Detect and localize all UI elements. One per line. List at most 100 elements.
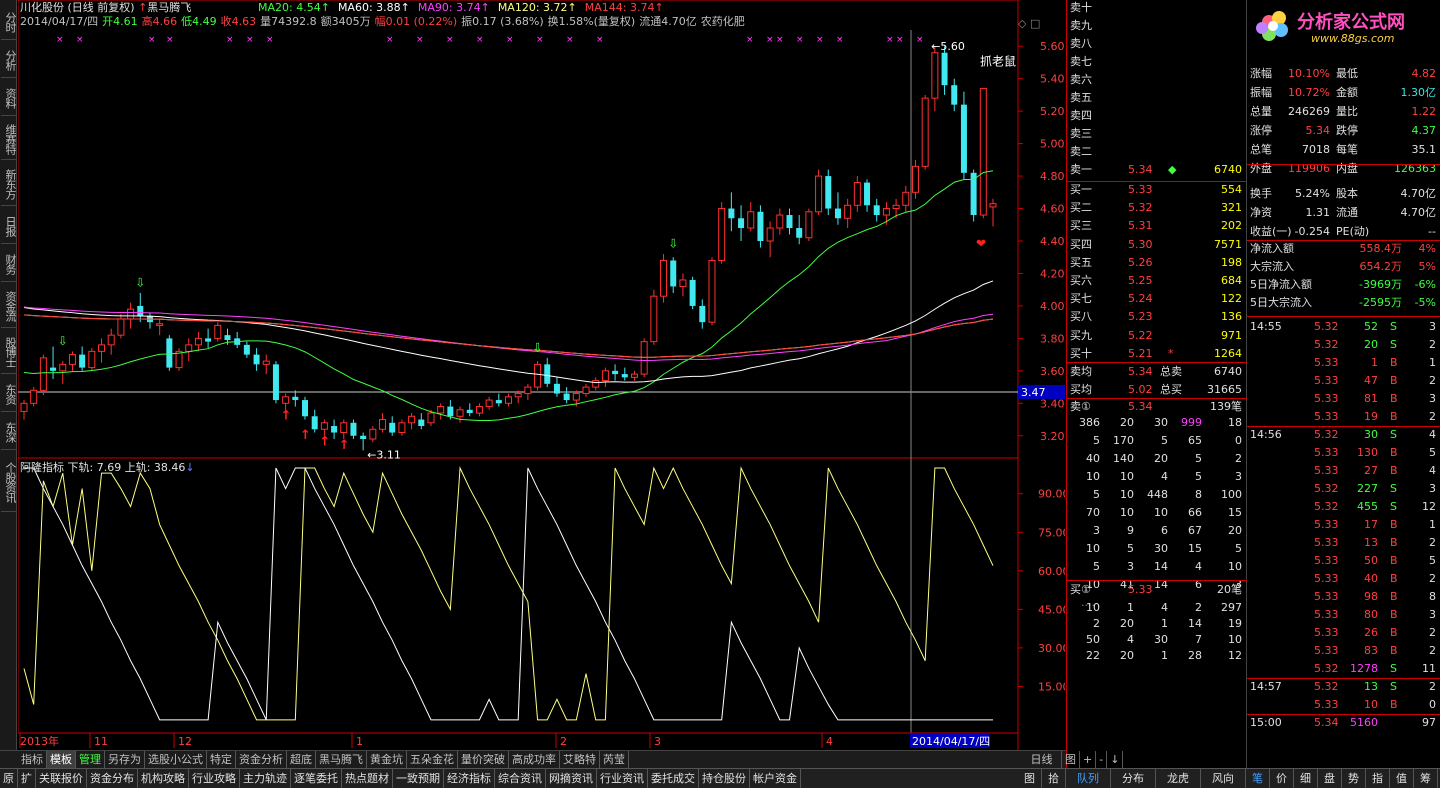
candle-body-up xyxy=(262,360,270,365)
kline-chart[interactable]: 5.60 5.40 5.20 5.00 4.80 4.60 4.40 4.20 4.00 3.80… xyxy=(18,0,1065,750)
mini-tab-0[interactable]: 笔 xyxy=(1246,769,1270,788)
left-tab-7[interactable]: 资金流 xyxy=(1,284,16,328)
indicator-tab-3[interactable]: 另存为 xyxy=(105,751,145,768)
mini-tab-3[interactable]: 盘 xyxy=(1318,769,1342,788)
sell-arrow-icon: ⇩ xyxy=(533,340,543,354)
tick-time: 14:57 xyxy=(1250,680,1282,693)
ask-label: 卖五 xyxy=(1070,91,1092,104)
left-tab-3[interactable]: 维赛特 xyxy=(1,118,16,160)
candle-body-up xyxy=(911,165,919,193)
chart-control-3[interactable]: - xyxy=(1096,751,1108,768)
mini-tab-1[interactable]: 价 xyxy=(1270,769,1294,788)
left-tab-2[interactable]: 资料 xyxy=(1,80,16,116)
left-tab-11[interactable]: 个股资讯 xyxy=(1,452,16,512)
menu-item-9[interactable]: 一致预期 xyxy=(393,769,444,788)
menu-item-11[interactable]: 综合资讯 xyxy=(495,769,546,788)
ask-label: 卖九 xyxy=(1070,19,1092,32)
indicator-tab-6[interactable]: 资金分析 xyxy=(236,751,287,768)
indicator-tab-8[interactable]: 黑马腾飞 xyxy=(316,751,367,768)
menu-item-15[interactable]: 持仓股份 xyxy=(699,769,750,788)
tick-volume: 1278 xyxy=(1350,662,1378,675)
queue-cell: 0 xyxy=(1235,434,1242,447)
menu-item-2[interactable]: 关联报价 xyxy=(36,769,87,788)
indicator-tab-13[interactable]: 艾略特 xyxy=(560,751,600,768)
tick-divider xyxy=(1247,714,1440,715)
tick-side: B xyxy=(1390,518,1398,531)
ask-volume: 6740 xyxy=(1214,163,1242,176)
indicator-tab-0[interactable]: 指标 xyxy=(18,751,47,768)
menu-item-4[interactable]: 机构攻略 xyxy=(138,769,189,788)
low-marker: ←3.11 xyxy=(367,448,401,461)
menu-item-10[interactable]: 经济指标 xyxy=(444,769,495,788)
menu-item-5[interactable]: 行业攻略 xyxy=(189,769,240,788)
left-tab-6[interactable]: 财务 xyxy=(1,246,16,282)
tick-side: B xyxy=(1390,464,1398,477)
tick-side: B xyxy=(1390,626,1398,639)
menu-right-1[interactable]: 拾 xyxy=(1042,769,1066,788)
right-tab-0[interactable]: 队列 xyxy=(1066,769,1111,788)
candle-body-up xyxy=(485,399,493,408)
indicator-tab-5[interactable]: 特定 xyxy=(207,751,236,768)
indicator-tab-10[interactable]: 五朵金花 xyxy=(407,751,458,768)
chart-control-1[interactable]: 图 xyxy=(1062,751,1080,768)
indicator-tab-2[interactable]: 管理 xyxy=(76,751,105,768)
mini-tab-2[interactable]: 细 xyxy=(1294,769,1318,788)
menu-item-14[interactable]: 委托成交 xyxy=(648,769,699,788)
ask-label: 卖四 xyxy=(1070,109,1092,122)
ask-label: 卖二 xyxy=(1070,145,1092,158)
left-tab-5[interactable]: 日报 xyxy=(1,208,16,244)
left-tab-10[interactable]: 东深 xyxy=(1,414,16,450)
queue-cell: 28 xyxy=(1188,649,1202,662)
indicator-tab-7[interactable]: 超底 xyxy=(287,751,316,768)
menu-item-0[interactable]: 原 xyxy=(0,769,18,788)
tick-price: 5.33 xyxy=(1314,698,1339,711)
left-tab-strip: 分时 分析 资料维赛特新东方日报 财务资金流股博士东资 东深个股资讯 xyxy=(0,0,17,768)
flow-table: 净流入额 558.4万 4% 大宗流入 654.2万 5% 5日净流入额 -3969万 -6% 5… xyxy=(1247,240,1440,320)
menu-item-13[interactable]: 行业资讯 xyxy=(597,769,648,788)
menu-item-12[interactable]: 网摘资讯 xyxy=(546,769,597,788)
indicator-tab-11[interactable]: 量价突破 xyxy=(458,751,509,768)
high-marker: ←5.60 xyxy=(931,40,965,53)
right-tab-2[interactable]: 龙虎 xyxy=(1156,769,1201,788)
flower-logo-icon xyxy=(1256,11,1288,41)
candle-body-down xyxy=(243,344,250,355)
indicator-tab-12[interactable]: 高成功率 xyxy=(509,751,560,768)
left-tab-1[interactable]: 分析 xyxy=(1,42,16,78)
indicator-tab-4[interactable]: 选股小公式 xyxy=(145,751,207,768)
chart-control-2[interactable]: + xyxy=(1080,751,1097,768)
mini-tab-5[interactable]: 指 xyxy=(1366,769,1390,788)
indicator-tab-14[interactable]: 芮莹 xyxy=(600,751,629,768)
mini-tab-4[interactable]: 势 xyxy=(1342,769,1366,788)
menu-item-7[interactable]: 逐笔委托 xyxy=(291,769,342,788)
left-tab-4[interactable]: 新东方 xyxy=(1,162,16,206)
candle-body-down xyxy=(728,208,735,219)
menu-item-6[interactable]: 主力轨迹 xyxy=(240,769,291,788)
tick-count: 2 xyxy=(1429,626,1436,639)
flow-value: -3969万 xyxy=(1359,278,1402,291)
indicator-tab-1[interactable]: 模板 xyxy=(47,751,76,768)
indicator-tab-9[interactable]: 黄金坑 xyxy=(367,751,407,768)
expand-icon[interactable]: ◇ □ xyxy=(1018,17,1041,30)
menu-right-0[interactable]: 图 xyxy=(1018,769,1042,788)
queue-cell: 170 xyxy=(1113,434,1134,447)
left-tab-8[interactable]: 股博士 xyxy=(1,330,16,374)
tick-volume: 40 xyxy=(1364,572,1378,585)
menu-item-16[interactable]: 帐户资金 xyxy=(750,769,801,788)
left-tab-9[interactable]: 东资 xyxy=(1,376,16,412)
queue-cell: 9 xyxy=(1127,524,1134,537)
star-icon: * xyxy=(1168,346,1174,360)
menu-item-1[interactable]: 扩 xyxy=(18,769,36,788)
chart-control-4[interactable]: ↓ xyxy=(1107,751,1124,768)
tick-volume: 30 xyxy=(1364,428,1378,441)
mini-tab-7[interactable]: 筹 xyxy=(1414,769,1438,788)
right-tab-3[interactable]: 风向 xyxy=(1201,769,1246,788)
candle-body-down xyxy=(825,176,832,209)
menu-item-3[interactable]: 资金分布 xyxy=(87,769,138,788)
menu-item-8[interactable]: 热点题材 xyxy=(342,769,393,788)
chart-control-0[interactable]: 日线 xyxy=(1022,751,1062,768)
chart-area[interactable]: 5.60 5.40 5.20 5.00 4.80 4.60 4.40 4.20 4.00 3.80… xyxy=(18,0,1065,750)
right-tab-1[interactable]: 分布 xyxy=(1111,769,1156,788)
ma-line-ma144 xyxy=(23,314,994,358)
left-tab-0[interactable]: 分时 xyxy=(1,4,16,40)
mini-tab-6[interactable]: 值 xyxy=(1390,769,1414,788)
